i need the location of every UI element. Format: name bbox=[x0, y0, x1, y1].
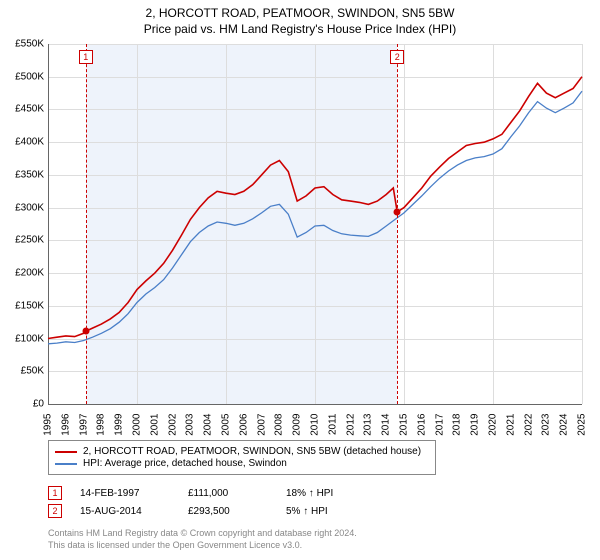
sale-row-date: 14-FEB-1997 bbox=[80, 488, 170, 499]
y-tick-label: £550K bbox=[4, 39, 44, 50]
y-tick-label: £50K bbox=[4, 366, 44, 377]
series-svg bbox=[48, 44, 582, 404]
x-tick-label: 2004 bbox=[203, 414, 214, 436]
x-tick-label: 2016 bbox=[416, 414, 427, 436]
x-tick-label: 2014 bbox=[381, 414, 392, 436]
sale-marker-dot bbox=[394, 208, 401, 215]
x-tick-label: 2005 bbox=[221, 414, 232, 436]
x-tick-label: 2003 bbox=[185, 414, 196, 436]
x-tick-label: 2012 bbox=[345, 414, 356, 436]
x-tick-label: 2007 bbox=[256, 414, 267, 436]
legend-swatch bbox=[55, 463, 77, 465]
y-tick-label: £400K bbox=[4, 137, 44, 148]
x-tick-label: 2022 bbox=[523, 414, 534, 436]
x-tick-label: 2020 bbox=[488, 414, 499, 436]
x-tick-label: 2006 bbox=[238, 414, 249, 436]
legend-swatch bbox=[55, 451, 77, 453]
x-tick-label: 2011 bbox=[327, 414, 338, 436]
x-tick-label: 1995 bbox=[43, 414, 54, 436]
sale-marker-box: 2 bbox=[390, 50, 404, 64]
y-tick-label: £250K bbox=[4, 235, 44, 246]
y-tick-label: £450K bbox=[4, 104, 44, 115]
sales-table: 1 14-FEB-1997 £111,000 18% ↑ HPI 2 15-AUG-201… bbox=[48, 484, 366, 520]
x-tick-label: 2023 bbox=[541, 414, 552, 436]
x-tick-label: 1997 bbox=[78, 414, 89, 436]
legend-item: 2, HORCOTT ROAD, PEATMOOR, SWINDON, SN5 … bbox=[55, 446, 429, 457]
sale-row: 2 15-AUG-2014 £293,500 5% ↑ HPI bbox=[48, 502, 366, 520]
x-tick-label: 2024 bbox=[559, 414, 570, 436]
y-tick-label: £350K bbox=[4, 169, 44, 180]
sale-row-hpi: 5% ↑ HPI bbox=[286, 506, 366, 517]
x-tick-label: 2019 bbox=[470, 414, 481, 436]
y-tick-label: £200K bbox=[4, 268, 44, 279]
x-tick-label: 2010 bbox=[310, 414, 321, 436]
sale-marker-dot bbox=[82, 328, 89, 335]
y-tick-label: £150K bbox=[4, 300, 44, 311]
footer-line-1: Contains HM Land Registry data © Crown c… bbox=[48, 528, 357, 540]
y-tick-label: £0 bbox=[4, 399, 44, 410]
legend-label: HPI: Average price, detached house, Swin… bbox=[83, 458, 287, 469]
sale-row-price: £293,500 bbox=[188, 506, 268, 517]
series-line-0 bbox=[48, 77, 582, 339]
x-tick-label: 1998 bbox=[96, 414, 107, 436]
x-tick-label: 2008 bbox=[274, 414, 285, 436]
footer-line-2: This data is licensed under the Open Gov… bbox=[48, 540, 357, 552]
chart-title: 2, HORCOTT ROAD, PEATMOOR, SWINDON, SN5 … bbox=[0, 0, 600, 20]
x-tick-label: 2000 bbox=[132, 414, 143, 436]
x-tick-label: 2015 bbox=[399, 414, 410, 436]
x-tick-label: 1999 bbox=[114, 414, 125, 436]
y-tick-label: £100K bbox=[4, 333, 44, 344]
x-tick-label: 2025 bbox=[577, 414, 588, 436]
x-tick-label: 1996 bbox=[60, 414, 71, 436]
footer-attribution: Contains HM Land Registry data © Crown c… bbox=[48, 528, 357, 551]
x-axis bbox=[48, 404, 582, 405]
x-tick-label: 2021 bbox=[505, 414, 516, 436]
sale-row-price: £111,000 bbox=[188, 488, 268, 499]
sale-marker-line bbox=[397, 44, 398, 404]
x-tick-label: 2017 bbox=[434, 414, 445, 436]
chart-plot-area: £0£50K£100K£150K£200K£250K£300K£350K£400… bbox=[48, 44, 582, 404]
legend-item: HPI: Average price, detached house, Swin… bbox=[55, 458, 429, 469]
sale-marker-line bbox=[86, 44, 87, 404]
y-tick-label: £500K bbox=[4, 71, 44, 82]
sale-row-hpi: 18% ↑ HPI bbox=[286, 488, 366, 499]
x-tick-label: 2002 bbox=[167, 414, 178, 436]
x-tick-label: 2001 bbox=[149, 414, 160, 436]
sale-row: 1 14-FEB-1997 £111,000 18% ↑ HPI bbox=[48, 484, 366, 502]
x-tick-label: 2018 bbox=[452, 414, 463, 436]
legend: 2, HORCOTT ROAD, PEATMOOR, SWINDON, SN5 … bbox=[48, 440, 436, 475]
x-tick-label: 2009 bbox=[292, 414, 303, 436]
y-tick-label: £300K bbox=[4, 202, 44, 213]
sale-marker-box: 1 bbox=[79, 50, 93, 64]
sale-row-num: 1 bbox=[48, 486, 62, 500]
gridline-v bbox=[582, 44, 583, 404]
legend-label: 2, HORCOTT ROAD, PEATMOOR, SWINDON, SN5 … bbox=[83, 446, 421, 457]
sale-row-date: 15-AUG-2014 bbox=[80, 506, 170, 517]
sale-row-num: 2 bbox=[48, 504, 62, 518]
x-tick-label: 2013 bbox=[363, 414, 374, 436]
chart-subtitle: Price paid vs. HM Land Registry's House … bbox=[0, 20, 600, 36]
series-line-1 bbox=[48, 91, 582, 344]
